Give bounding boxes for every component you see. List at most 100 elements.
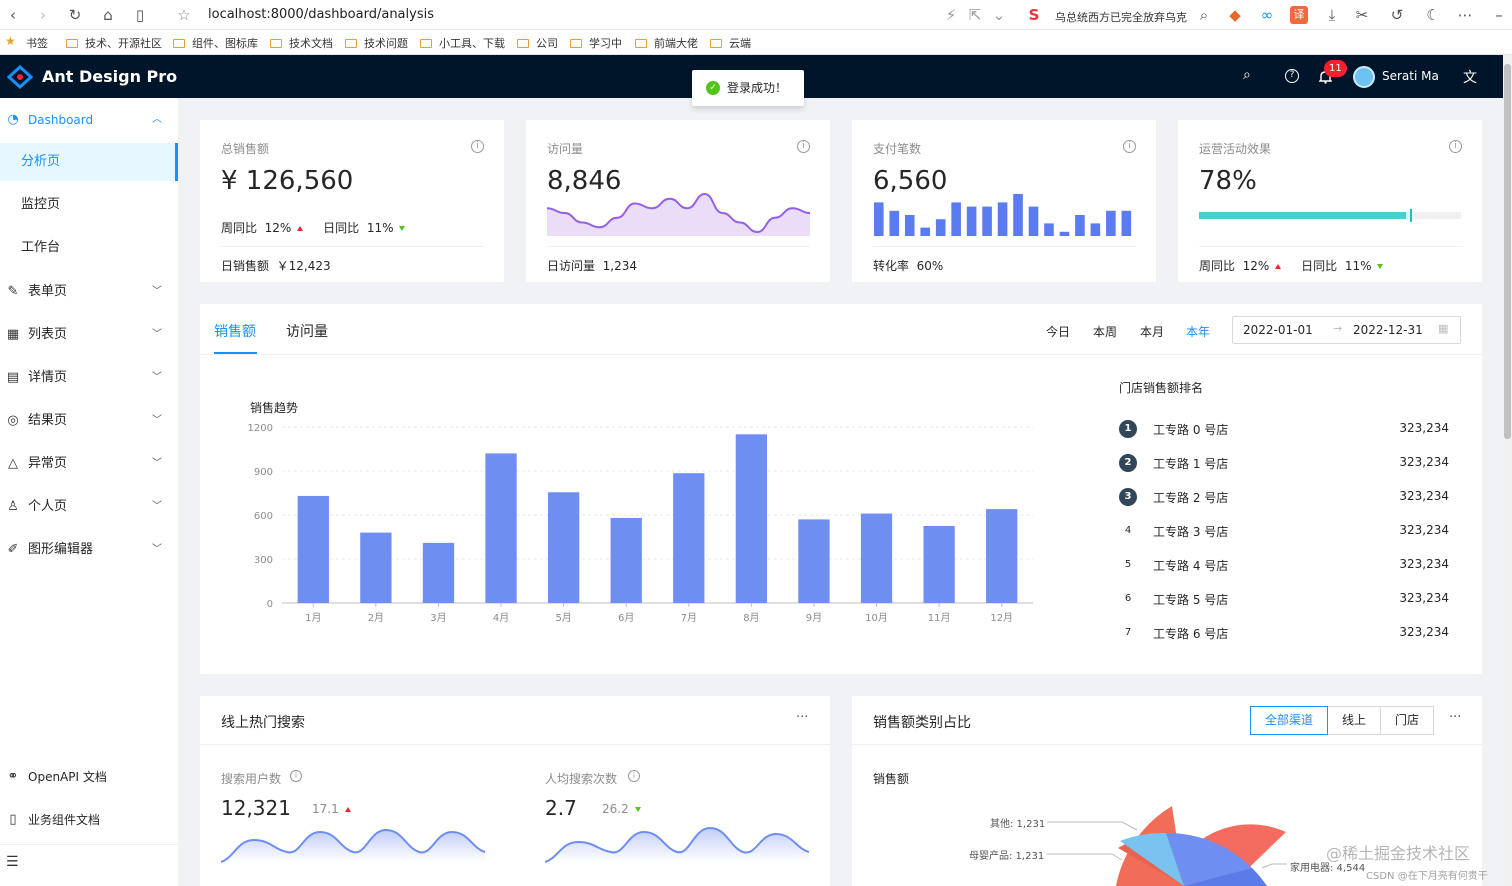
search-icon[interactable]: ⌕ <box>1243 67 1251 83</box>
sidebar-item-analysis[interactable]: 分析页 <box>0 143 178 181</box>
info-icon[interactable]: i <box>1123 140 1136 153</box>
sidebar-item-editor[interactable]: ✐ 图形编辑器 ﹀ <box>0 530 178 570</box>
visits-trend-line <box>547 192 810 234</box>
sales-bar[interactable] <box>923 526 955 603</box>
store-name: 工专路 0 号店 <box>1153 423 1229 437</box>
news-ticker[interactable]: 乌总统西方已完全放弃乌克 <box>1055 11 1187 24</box>
bookmark-folder[interactable]: 公司 <box>517 35 558 51</box>
sidebar-item-openapi[interactable]: ⚭ OpenAPI 文档 <box>0 757 178 797</box>
menu-fold-icon[interactable]: ☰ <box>6 854 19 870</box>
channel-online-button[interactable]: 线上 <box>1327 706 1381 735</box>
user-name[interactable]: Serati Ma <box>1382 69 1439 83</box>
search-icon[interactable]: ⌕ <box>1199 6 1209 24</box>
share-icon[interactable]: ⇱ <box>968 6 982 24</box>
reader-icon[interactable]: ▯ <box>135 6 145 24</box>
sidebar-item-dashboard[interactable]: ◔ Dashboard ︿ <box>0 100 178 140</box>
sales-bar[interactable] <box>610 517 642 603</box>
channel-all-button[interactable]: 全部渠道 <box>1250 706 1328 735</box>
y-tick-label: 900 <box>254 467 273 478</box>
sales-bar[interactable] <box>735 434 768 603</box>
bookmark-folder[interactable]: 云端 <box>710 35 751 51</box>
bookmark-item[interactable]: 书签 <box>26 37 48 50</box>
sidebar-item-form[interactable]: ✎ 表单页 ﹀ <box>0 272 178 312</box>
language-icon[interactable]: 文 <box>1463 70 1477 86</box>
sales-bar[interactable] <box>986 509 1018 603</box>
download-icon[interactable]: ⤓ <box>1328 6 1336 24</box>
bookmark-folder[interactable]: 技术、开源社区 <box>66 35 162 51</box>
sales-bar[interactable] <box>422 542 455 603</box>
reload-icon[interactable]: ↻ <box>68 6 82 24</box>
bookmark-folder[interactable]: 学习中 <box>570 35 622 51</box>
more-menu-button[interactable]: ··· <box>1449 710 1462 725</box>
store-sales: 323,234 <box>1399 421 1449 435</box>
store-name: 工专路 6 号店 <box>1153 627 1229 641</box>
flash-icon[interactable]: ⚡ <box>945 6 957 24</box>
back-icon[interactable]: ‹ <box>10 6 16 24</box>
bookmark-folder[interactable]: 技术问题 <box>345 35 408 51</box>
chevron-up-icon: ︿ <box>152 114 162 125</box>
range-year[interactable]: 本年 <box>1186 325 1211 339</box>
sidebar-divider <box>0 844 178 845</box>
avatar[interactable] <box>1353 66 1375 88</box>
sales-bar[interactable] <box>547 492 580 603</box>
bookmark-star-icon: ★ <box>5 34 16 48</box>
sidebar-item-component-docs[interactable]: ▯ 业务组件文档 <box>0 800 178 840</box>
moon-icon[interactable]: ☾ <box>1426 6 1440 24</box>
bookmark-folder[interactable]: 小工具、下载 <box>420 35 505 51</box>
date-start[interactable]: 2022-01-01 <box>1243 323 1313 337</box>
ant-design-logo-icon[interactable] <box>7 65 33 89</box>
scissors-icon[interactable]: ✂ <box>1355 6 1369 24</box>
sales-bar[interactable] <box>798 519 830 603</box>
date-end[interactable]: 2022-12-31 <box>1353 323 1423 337</box>
app-title[interactable]: Ant Design Pro <box>42 67 178 86</box>
sales-bar[interactable] <box>860 513 893 603</box>
address-bar[interactable]: localhost:8000/dashboard/analysis <box>208 7 434 22</box>
star-icon[interactable]: ☆ <box>177 6 191 24</box>
undo-icon[interactable]: ↺ <box>1390 6 1404 24</box>
game-extension-icon[interactable]: ◆ <box>1229 6 1241 24</box>
sales-bar[interactable] <box>673 473 705 603</box>
sidebar-item-monitor[interactable]: 监控页 <box>21 197 61 212</box>
sidebar: ◔ Dashboard ︿ 分析页 监控页 工作台 ✎ 表单页 ﹀ ▦ 列表页 … <box>0 98 178 886</box>
search-engine-icon[interactable]: S <box>1028 6 1040 24</box>
channel-store-button[interactable]: 门店 <box>1380 706 1434 735</box>
chevron-down-icon[interactable]: ⌄ <box>992 6 1006 24</box>
home-icon[interactable]: ⌂ <box>103 6 113 24</box>
store-sales: 323,234 <box>1399 523 1449 537</box>
info-icon[interactable]: i <box>471 140 484 153</box>
sales-bar[interactable] <box>485 453 517 603</box>
bookmark-folder[interactable]: 组件、图标库 <box>173 35 258 51</box>
range-week[interactable]: 本周 <box>1093 325 1118 339</box>
sidebar-item-profile[interactable]: ▤ 详情页 ﹀ <box>0 358 178 398</box>
question-icon[interactable]: ? <box>1285 69 1299 83</box>
info-icon[interactable]: i <box>290 770 302 782</box>
range-today[interactable]: 今日 <box>1046 325 1071 339</box>
range-month[interactable]: 本月 <box>1140 325 1165 339</box>
sidebar-item-workplace[interactable]: 工作台 <box>21 240 61 255</box>
sales-panel: 销售额 访问量 今日 本周 本月 本年 2022-01-01 → 2022-12… <box>200 304 1482 674</box>
more-icon[interactable]: ⋯ <box>1457 6 1473 24</box>
sales-bar[interactable] <box>360 532 392 603</box>
sidebar-item-list[interactable]: ▦ 列表页 ﹀ <box>0 315 178 355</box>
bookmark-folder[interactable]: 技术文档 <box>270 35 333 51</box>
infinity-extension-icon[interactable]: ∞ <box>1260 6 1274 24</box>
date-range-picker[interactable]: 2022-01-01 → 2022-12-31 ▦ <box>1232 316 1461 344</box>
page-scrollbar[interactable] <box>1503 55 1512 886</box>
minimize-icon[interactable]: – <box>1495 6 1503 24</box>
sidebar-item-account[interactable]: ♙ 个人页 ﹀ <box>0 487 178 527</box>
rank-badge: 6 <box>1124 593 1132 604</box>
sidebar-item-exception[interactable]: △ 异常页 ﹀ <box>0 444 178 484</box>
tab-sales[interactable]: 销售额 <box>214 324 256 340</box>
scrollbar-thumb[interactable] <box>1504 64 1511 439</box>
translate-extension-icon[interactable]: 译 <box>1290 6 1308 24</box>
sales-bar[interactable] <box>297 495 329 603</box>
info-icon[interactable]: i <box>1449 140 1462 153</box>
more-menu-button[interactable]: ··· <box>796 710 809 725</box>
forward-icon[interactable]: › <box>40 6 46 24</box>
info-icon[interactable]: i <box>628 770 640 782</box>
payment-bar <box>889 210 900 236</box>
info-icon[interactable]: i <box>797 140 810 153</box>
bookmark-folder[interactable]: 前端大佬 <box>635 35 698 51</box>
sidebar-item-result[interactable]: ◎ 结果页 ﹀ <box>0 401 178 441</box>
tab-visits[interactable]: 访问量 <box>286 324 328 340</box>
